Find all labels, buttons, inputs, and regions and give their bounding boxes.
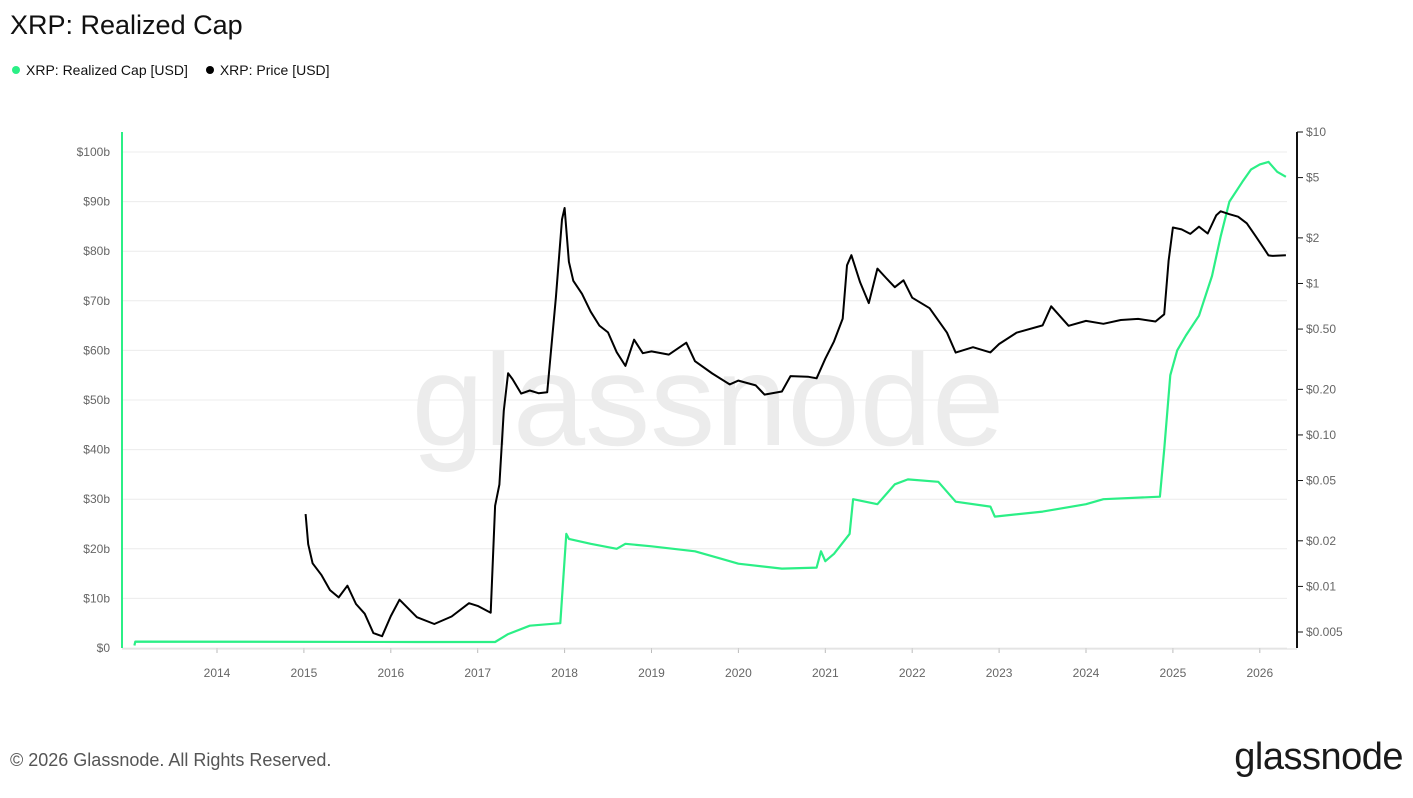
- brand-logo: glassnode: [1234, 736, 1403, 778]
- x-tick-label: 2026: [1246, 666, 1273, 680]
- y-right-tick-label: $2: [1306, 231, 1320, 245]
- legend-label-realized-cap: XRP: Realized Cap [USD]: [26, 62, 188, 78]
- x-tick-label: 2014: [204, 666, 231, 680]
- x-tick-label: 2024: [1073, 666, 1100, 680]
- x-tick-label: 2016: [377, 666, 404, 680]
- y-left-tick-label: $60b: [83, 343, 110, 357]
- y-right-tick-label: $0.05: [1306, 474, 1336, 488]
- legend-item-price[interactable]: XRP: Price [USD]: [205, 62, 330, 78]
- x-tick-label: 2021: [812, 666, 839, 680]
- chart-title: XRP: Realized Cap: [10, 10, 243, 40]
- x-tick-label: 2019: [638, 666, 665, 680]
- y-left-tick-label: $30b: [83, 492, 110, 506]
- legend-dot-price: [205, 66, 214, 74]
- y-left-tick-label: $70b: [83, 294, 110, 308]
- legend: XRP: Realized Cap [USD] XRP: Price [USD]: [12, 62, 330, 78]
- y-right-tick-label: $0.20: [1306, 382, 1336, 396]
- y-right-tick-label: $1: [1306, 276, 1320, 290]
- legend-label-price: XRP: Price [USD]: [219, 62, 330, 78]
- series-line-realized-cap: [133, 160, 1287, 646]
- y-right-tick-label: $5: [1306, 171, 1320, 185]
- copyright-text: © 2026 Glassnode. All Rights Reserved.: [10, 750, 332, 770]
- y-left-tick-label: $50b: [83, 393, 110, 407]
- y-right-tick-label: $0.01: [1306, 579, 1336, 593]
- y-right-tick-label: $0.02: [1306, 534, 1336, 548]
- x-tick-label: 2017: [464, 666, 491, 680]
- legend-item-realized-cap[interactable]: XRP: Realized Cap [USD]: [12, 62, 188, 78]
- y-left-tick-label: $90b: [83, 195, 110, 209]
- legend-dot-realized-cap: [12, 66, 20, 74]
- x-tick-label: 2022: [899, 666, 926, 680]
- y-left-tick-label: $40b: [83, 443, 110, 457]
- x-tick-label: 2020: [725, 666, 752, 680]
- y-right-tick-label: $0.50: [1306, 322, 1336, 336]
- series-line-price: [304, 207, 1286, 638]
- y-left-tick-label: $100b: [77, 145, 111, 159]
- y-right-tick-label: $0.005: [1306, 625, 1343, 639]
- y-left-tick-label: $0: [97, 641, 111, 655]
- y-left-tick-label: $20b: [83, 542, 110, 556]
- x-tick-label: 2015: [291, 666, 318, 680]
- y-left-tick-label: $10b: [83, 591, 110, 605]
- x-tick-label: 2023: [986, 666, 1013, 680]
- y-right-tick-label: $0.10: [1306, 428, 1336, 442]
- x-tick-label: 2025: [1160, 666, 1187, 680]
- x-tick-label: 2018: [551, 666, 578, 680]
- y-right-tick-label: $10: [1306, 125, 1326, 139]
- y-left-tick-label: $80b: [83, 244, 110, 258]
